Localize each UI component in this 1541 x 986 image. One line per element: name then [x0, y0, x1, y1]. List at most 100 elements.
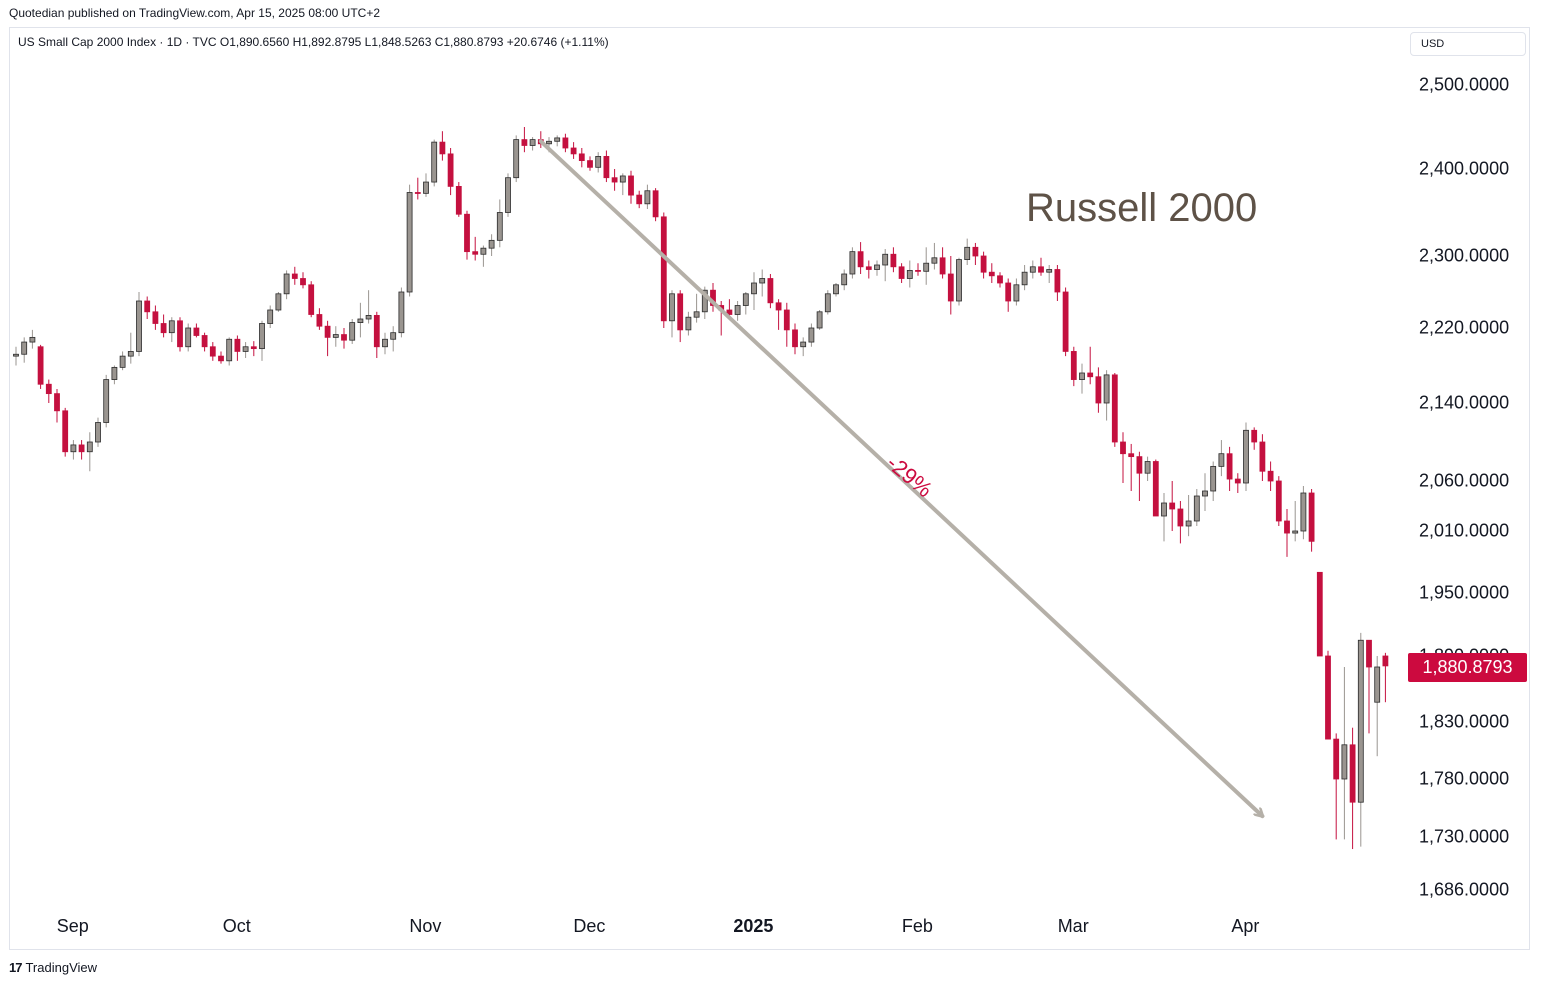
candle-body [54, 393, 60, 412]
candle-body [472, 251, 479, 255]
candle-body [406, 192, 413, 293]
candle-body [1161, 502, 1167, 517]
candle-body [447, 153, 454, 187]
candle-body [127, 351, 134, 357]
chart-frame [9, 27, 1530, 950]
candle-body [915, 269, 921, 272]
candle-body [1038, 266, 1044, 273]
price-tick-label: 2,060.0000 [1419, 470, 1510, 491]
candle-body [619, 175, 626, 183]
candle-body [1128, 453, 1135, 458]
candle-body [250, 346, 257, 350]
candle-body [234, 338, 241, 352]
time-tick-label: Oct [222, 916, 251, 936]
candle-body [193, 327, 200, 336]
candle-body [1341, 744, 1348, 780]
candle-body [111, 366, 118, 380]
candle-body [611, 177, 618, 183]
candle-body [78, 444, 85, 453]
candle-body [693, 311, 700, 318]
price-tick-label: 1,730.0000 [1419, 826, 1510, 847]
candle-body [136, 300, 142, 352]
symbol-legend[interactable]: US Small Cap 2000 Index · 1D · TVC O1,89… [18, 35, 609, 49]
candle-body [1136, 456, 1143, 474]
candle-body [496, 212, 503, 241]
candle-body [521, 139, 528, 146]
candle-body [144, 300, 151, 313]
trend-arrow [538, 139, 1263, 816]
time-tick-label: Dec [573, 916, 606, 936]
candle-body [669, 293, 675, 322]
candle-body [595, 155, 602, 168]
candle-body [439, 141, 446, 155]
candle-body [783, 309, 790, 331]
candle-body [636, 194, 643, 205]
candle-body [1177, 508, 1184, 527]
candle-body [177, 320, 183, 348]
price-tick-label: 2,010.0000 [1419, 520, 1510, 541]
candle-body [86, 441, 93, 453]
candle-body [1366, 639, 1372, 668]
candle-body [398, 291, 405, 334]
candle-body [349, 322, 356, 341]
candle-body [1218, 453, 1225, 467]
candle-body [70, 444, 77, 453]
candle-body [455, 185, 462, 215]
candle-body [1333, 738, 1340, 780]
candle-body [1308, 492, 1315, 542]
candle-body [209, 346, 216, 357]
tradingview-brand[interactable]: 17 TradingView [9, 960, 97, 975]
candle-body [660, 216, 667, 322]
price-tick-label: 1,830.0000 [1419, 711, 1510, 732]
publish-attribution: Quotedian published on TradingView.com, … [9, 6, 381, 20]
candle-body [226, 338, 233, 362]
candle-body [734, 305, 741, 315]
candle-body [365, 314, 372, 320]
candle-body [775, 302, 782, 311]
candle-body [652, 190, 659, 218]
price-tick-label: 1,686.0000 [1419, 879, 1510, 900]
last-price-badge: 1,880.8793 [1408, 653, 1527, 682]
candle-body [1046, 269, 1053, 273]
candle-body [956, 259, 962, 302]
candle-body [1029, 266, 1036, 273]
candle-body [373, 314, 380, 348]
candle-body [332, 334, 339, 338]
candle-body [1095, 376, 1102, 404]
brand-label: TradingView [25, 960, 98, 975]
candle-body [529, 139, 536, 146]
candle-body [701, 289, 708, 313]
currency-selector[interactable]: USD [1410, 32, 1526, 56]
time-tick-label: Sep [56, 916, 89, 936]
candle-body [997, 275, 1003, 284]
candle-body [414, 192, 421, 194]
candle-body [800, 341, 807, 348]
candle-body [726, 309, 733, 315]
candle-body [283, 273, 290, 295]
candle-body [1234, 478, 1241, 484]
candle-body [578, 153, 585, 162]
candle-body [431, 141, 438, 183]
candle-body [833, 284, 839, 295]
candle-body [185, 327, 192, 348]
candle-body [562, 137, 569, 149]
candle-body [1316, 571, 1323, 657]
candle-body [201, 335, 208, 348]
candle-body [603, 155, 610, 179]
candle-body [1374, 666, 1381, 703]
candle-body [505, 177, 511, 213]
candle-body [1202, 490, 1208, 497]
candle-body [291, 273, 298, 279]
candle-body [513, 139, 520, 179]
candle-body [816, 311, 823, 329]
candle-body [45, 383, 52, 395]
candle-body [587, 160, 593, 168]
candle-body [1226, 453, 1233, 480]
candles [13, 127, 1389, 850]
candle-body [62, 410, 69, 453]
candle-body [1300, 492, 1307, 532]
candle-body [570, 147, 577, 155]
candle-body [751, 282, 757, 295]
candle-body [382, 338, 388, 348]
